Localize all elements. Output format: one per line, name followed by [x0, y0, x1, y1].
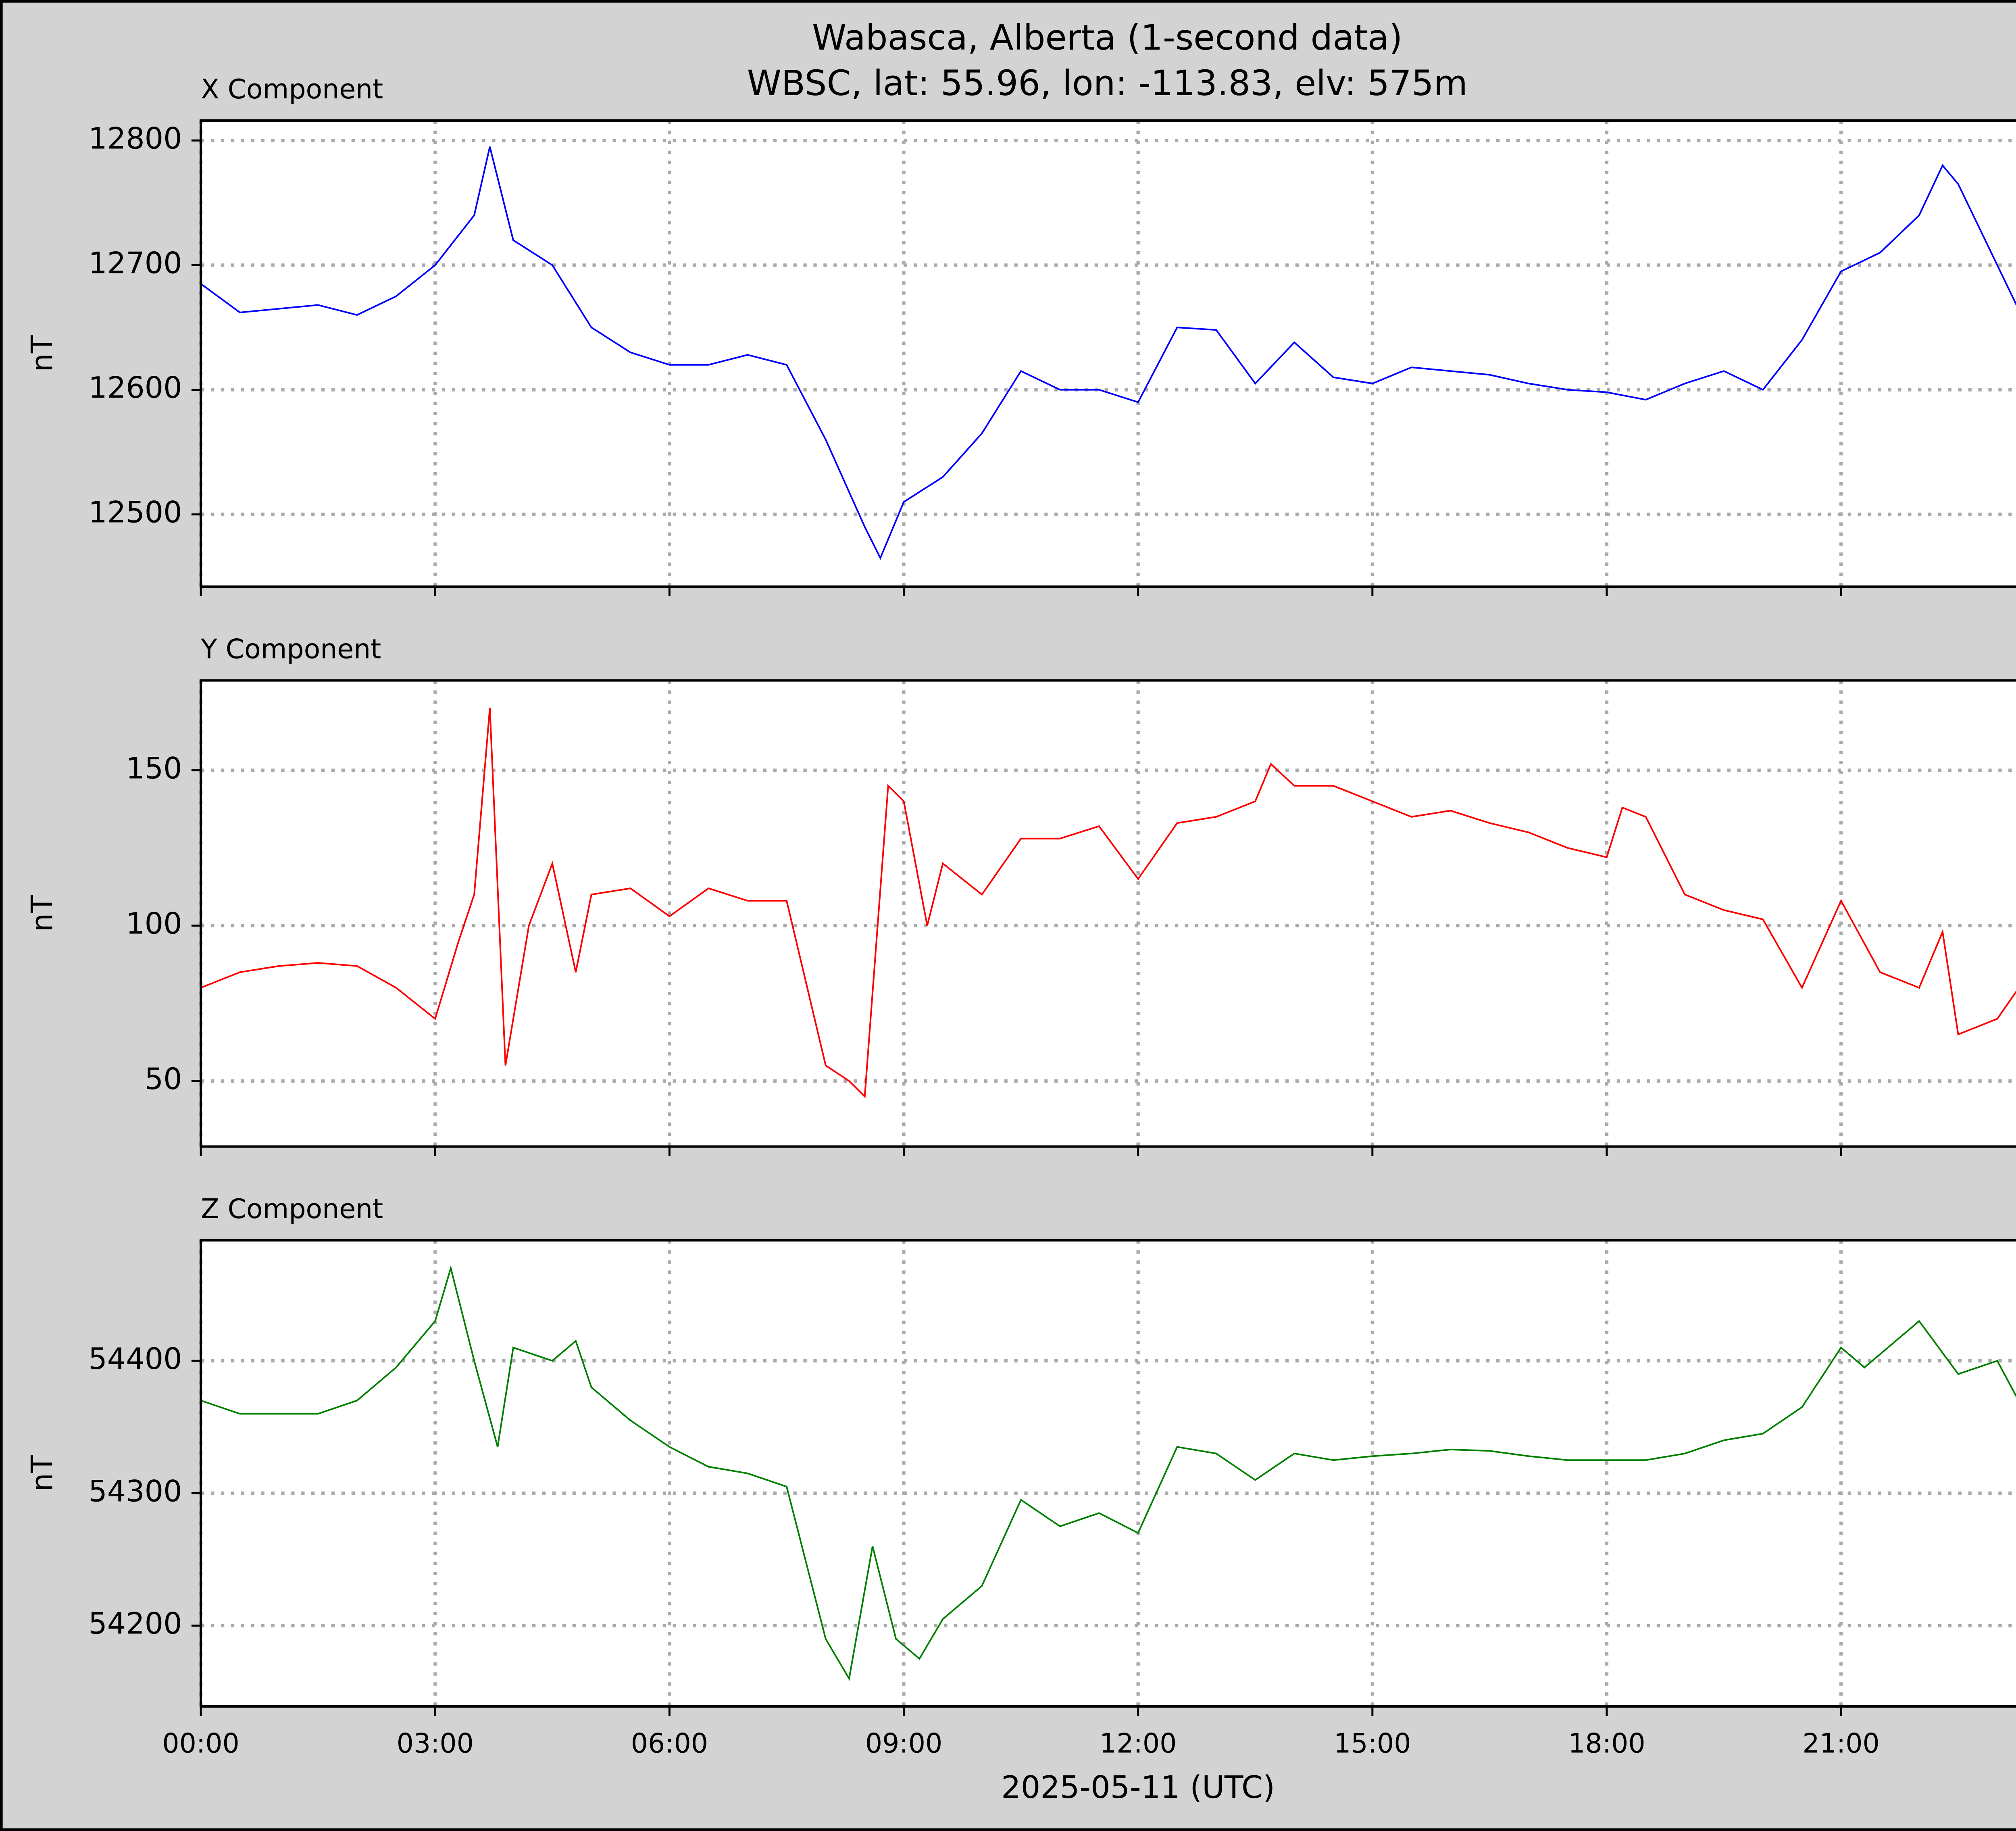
- x-tick-label: 09:00: [865, 1727, 942, 1759]
- y-tick-label: 54400: [88, 1342, 182, 1376]
- y-tick-label: 54300: [88, 1474, 182, 1508]
- y-tick-label: 12600: [88, 371, 182, 405]
- panel-title: Z Component: [201, 1193, 383, 1225]
- y-tick-label: 12700: [88, 246, 182, 281]
- y-axis-label: nT: [25, 895, 60, 932]
- data-line: [200, 708, 2016, 1098]
- x-axis-label: 2025-05-11 (UTC): [1001, 1770, 1275, 1806]
- y-tick-label: 50: [145, 1062, 182, 1096]
- x-tick-label: 03:00: [397, 1727, 474, 1759]
- y-tick-label: 100: [126, 907, 182, 941]
- figure-subtitle: WBSC, lat: 55.96, lon: -113.83, elv: 575…: [747, 63, 1468, 104]
- x-tick-label: 00:00: [162, 1727, 239, 1759]
- figure-title: Wabasca, Alberta (1-second data): [812, 18, 1403, 58]
- data-line: [200, 146, 2016, 560]
- y-axis-label: nT: [25, 1455, 60, 1491]
- plot-frame: [200, 1239, 2016, 1708]
- plot-area: [201, 120, 2016, 587]
- plot-frame: [200, 119, 2016, 588]
- y-axis-label: nT: [25, 335, 60, 372]
- x-tick-label: 18:00: [1568, 1727, 1645, 1759]
- y-tick-label: 12500: [88, 496, 182, 530]
- x-tick-label: 21:00: [1802, 1727, 1879, 1759]
- plot-area: [201, 1240, 2016, 1707]
- data-line: [200, 1265, 2016, 1681]
- y-tick-label: 150: [126, 751, 182, 785]
- x-tick-label: 15:00: [1334, 1727, 1411, 1759]
- panel-title: X Component: [201, 73, 383, 105]
- x-tick-label: 12:00: [1100, 1727, 1177, 1759]
- x-tick-label: 06:00: [631, 1727, 708, 1759]
- y-tick-label: 12800: [88, 121, 182, 156]
- plot-area: [201, 680, 2016, 1147]
- panel-title: Y Component: [200, 633, 381, 664]
- plot-frame: [200, 679, 2016, 1148]
- y-tick-label: 54200: [88, 1607, 182, 1641]
